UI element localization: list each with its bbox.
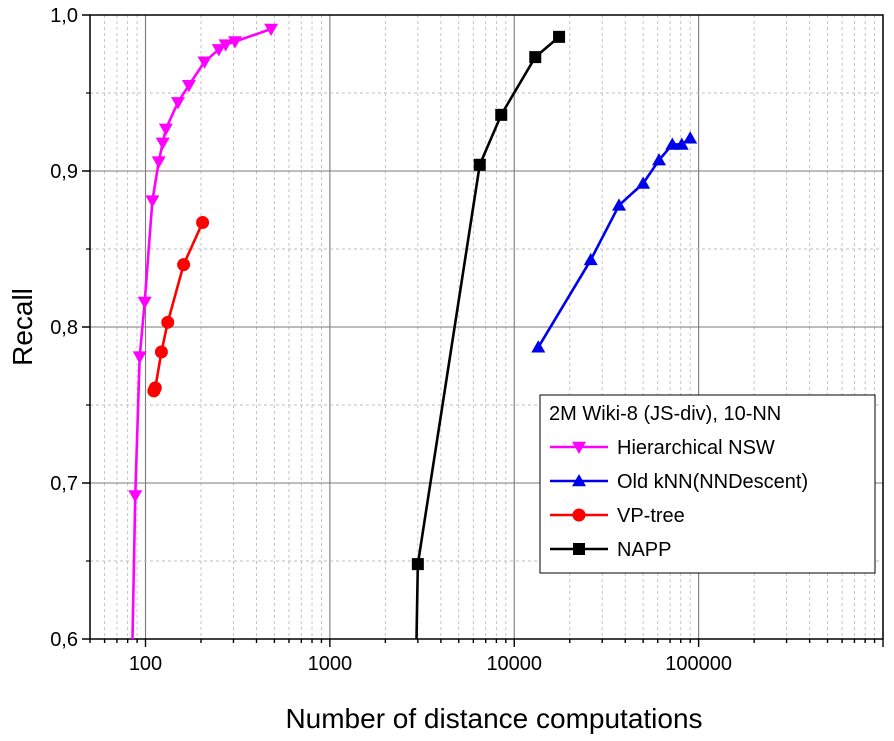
data-point [583, 252, 598, 266]
x-tick-label: 100000 [665, 653, 732, 675]
legend-label: Hierarchical NSW [617, 437, 775, 459]
x-tick-label: 1000 [308, 653, 353, 675]
data-point [128, 490, 143, 503]
data-point [177, 258, 191, 272]
data-point [132, 351, 147, 364]
data-point [531, 340, 546, 353]
data-point [674, 137, 689, 150]
y-axis-title: Recall [7, 288, 38, 366]
data-point [151, 156, 166, 169]
data-point [155, 137, 170, 150]
data-point [197, 56, 212, 69]
data-point [264, 23, 279, 37]
legend-title: 2M Wiki-8 (JS-div), 10-NN [549, 403, 781, 425]
series-hierarchical-nsw [128, 23, 279, 640]
legend: 2M Wiki-8 (JS-div), 10-NN Hierarchical N… [539, 394, 876, 574]
data-point [158, 123, 173, 136]
series-napp [411, 30, 566, 640]
data-point [553, 30, 566, 43]
series-line [152, 221, 204, 392]
legend-entries: Hierarchical NSW Old kNN(NNDescent) VP-tre… [550, 437, 808, 561]
legend-label: VP-tree [617, 505, 685, 527]
data-point [495, 108, 508, 121]
data-point [636, 176, 651, 189]
x-tick-label: 10000 [486, 653, 542, 675]
y-tick-label: 0,9 [50, 161, 78, 183]
series-line [131, 27, 272, 640]
y-tick-label: 1,0 [50, 5, 78, 27]
series-old-knn-nndescent- [531, 131, 698, 353]
legend-box [539, 394, 876, 574]
data-point [612, 198, 627, 211]
data-point [154, 345, 168, 359]
data-point [170, 97, 185, 110]
data-point [148, 381, 162, 395]
legend-label: Old kNN(NNDescent) [617, 471, 808, 493]
data-point [529, 51, 542, 64]
data-point [145, 195, 160, 208]
data-point [137, 296, 152, 310]
legend-marker [572, 508, 586, 522]
axis-ticks: 0,6 0,7 0,8 0,9 1,0 100 1000 10000 100000 [50, 5, 884, 675]
data-point [665, 137, 680, 150]
data-point [196, 215, 210, 229]
data-point [211, 44, 226, 57]
x-axis-title: Number of distance computations [285, 703, 702, 734]
legend-marker [572, 474, 586, 487]
series-line [537, 137, 691, 348]
data-point [218, 39, 233, 52]
data-point [228, 36, 243, 49]
y-tick-label: 0,8 [50, 317, 78, 339]
legend-label: NAPP [617, 539, 671, 561]
legend-marker [572, 441, 586, 454]
legend-marker [573, 543, 585, 555]
series-vp-tree [147, 215, 210, 398]
data-point [161, 315, 175, 329]
data-point [652, 153, 667, 166]
data-point [181, 79, 196, 93]
data-point [683, 131, 698, 144]
y-tick-label: 0,7 [50, 473, 78, 495]
series-layer [128, 23, 698, 640]
series-line [415, 35, 560, 640]
data-point [473, 158, 486, 171]
data-point [411, 558, 424, 571]
x-tick-label: 100 [129, 653, 162, 675]
y-tick-label: 0,6 [50, 629, 78, 651]
